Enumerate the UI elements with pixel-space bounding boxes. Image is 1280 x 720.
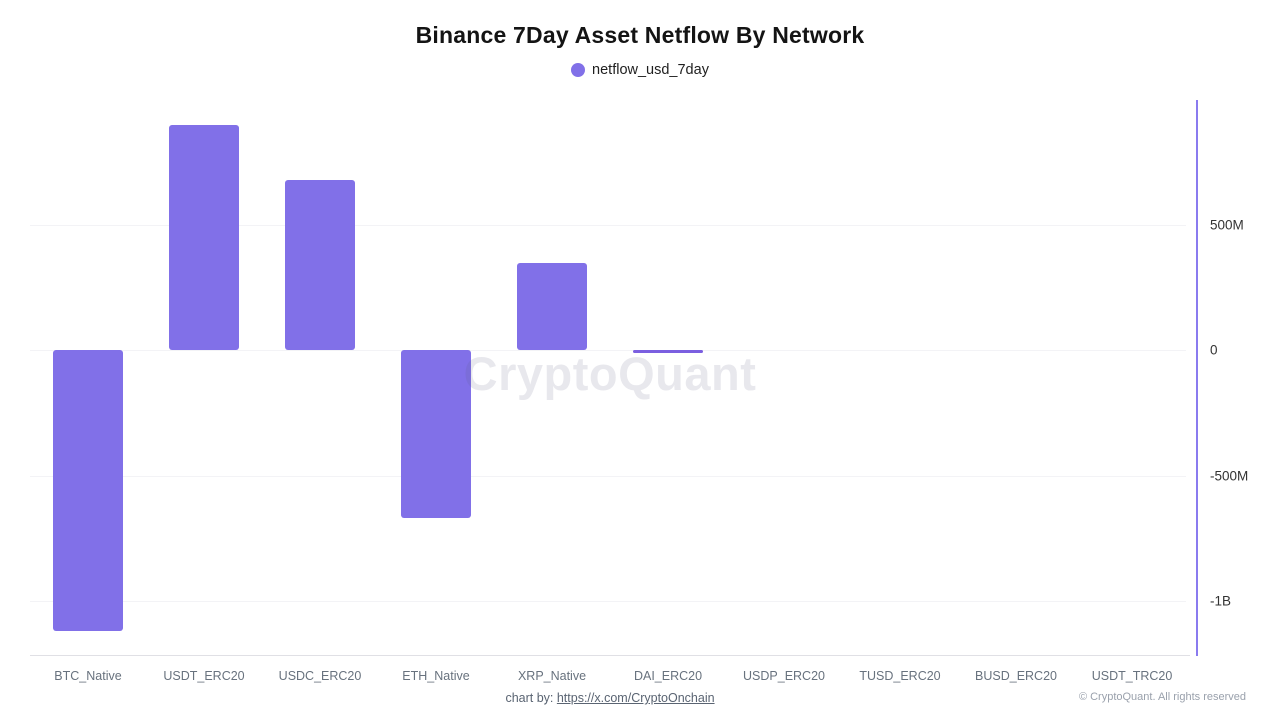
x-category-label-XRP_Native: XRP_Native: [517, 669, 587, 683]
x-category-label-BUSD_ERC20: BUSD_ERC20: [975, 669, 1057, 683]
gridline: [30, 225, 1186, 227]
legend-label: netflow_usd_7day: [592, 62, 709, 78]
footer-credit: chart by: https://x.com/CryptoOnchain: [0, 691, 1220, 705]
bar-DAI_ERC20[interactable]: [633, 350, 703, 354]
x-category-label-TUSD_ERC20: TUSD_ERC20: [859, 669, 941, 683]
chart-title: Binance 7Day Asset Netflow By Network: [415, 22, 865, 48]
bar-ETH_Native[interactable]: [401, 350, 471, 519]
bar-BTC_Native[interactable]: [53, 350, 123, 631]
footer-credit-prefix: chart by:: [505, 691, 554, 705]
bar-USDT_ERC20[interactable]: [169, 125, 239, 351]
x-category-label-USDC_ERC20: USDC_ERC20: [278, 669, 362, 683]
x-category-label-USDT_ERC20: USDT_ERC20: [163, 669, 245, 683]
x-category-label-DAI_ERC20: DAI_ERC20: [633, 669, 703, 683]
x-category-label-USDT_TRC20: USDT_TRC20: [1091, 669, 1173, 683]
footer-credit-link[interactable]: https://x.com/CryptoOnchain: [556, 691, 715, 705]
bar-XRP_Native[interactable]: [517, 262, 587, 351]
y-axis-line: [1196, 100, 1198, 656]
gridline: [30, 350, 1186, 352]
legend: netflow_usd_7day: [0, 62, 1280, 78]
y-tick-label: 500M: [1210, 217, 1244, 233]
legend-dot-icon: [571, 63, 586, 77]
legend-item-netflow[interactable]: netflow_usd_7day: [571, 62, 709, 78]
y-tick-label: -500M: [1210, 468, 1249, 484]
x-category-label-USDP_ERC20: USDP_ERC20: [743, 669, 825, 683]
x-category-label-BTC_Native: BTC_Native: [54, 669, 122, 683]
x-category-label-ETH_Native: ETH_Native: [402, 669, 470, 683]
y-tick-label: -1B: [1210, 593, 1232, 609]
footer-copyright: © CryptoQuant. All rights reserved: [1078, 691, 1246, 703]
x-axis-baseline: [30, 655, 1190, 656]
gridline: [30, 475, 1186, 477]
bar-USDC_ERC20[interactable]: [285, 180, 355, 351]
gridline: [30, 600, 1186, 602]
y-tick-label: 0: [1210, 342, 1218, 358]
